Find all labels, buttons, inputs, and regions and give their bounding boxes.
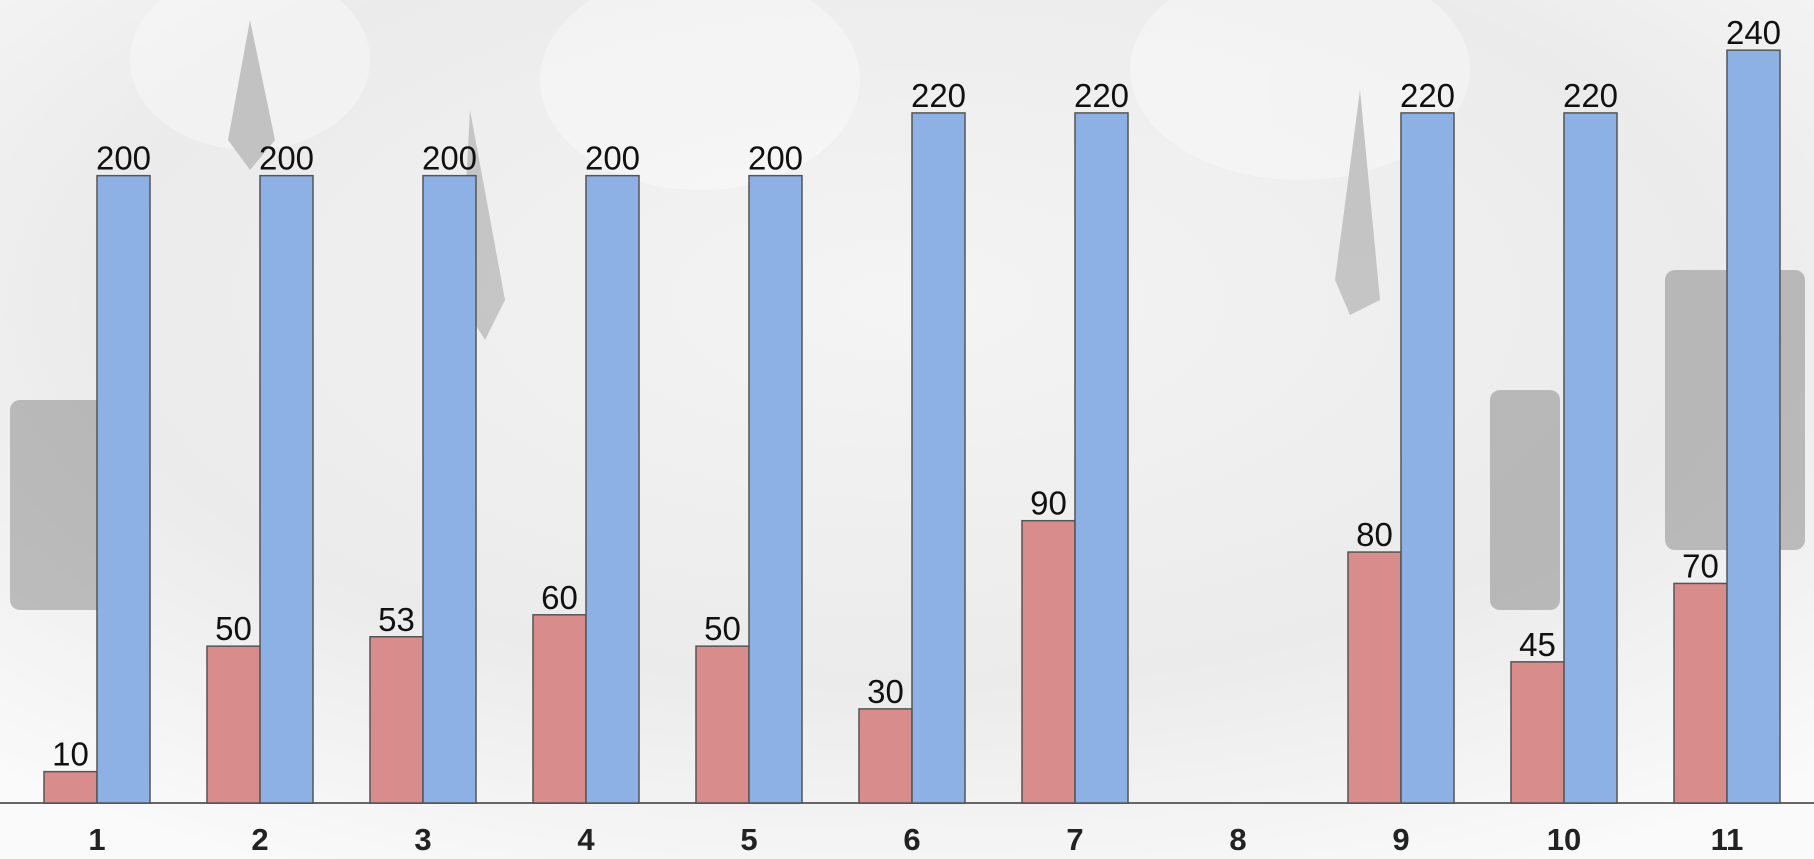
data-label: 200	[748, 140, 803, 177]
bar	[369, 636, 424, 804]
bar	[532, 614, 587, 804]
data-label: 220	[1074, 77, 1129, 114]
data-label: 200	[259, 140, 314, 177]
bar	[1074, 112, 1129, 804]
data-label: 200	[96, 140, 151, 177]
x-tick-label: 7	[1066, 822, 1083, 857]
x-tick-label: 10	[1547, 822, 1581, 857]
data-label: 220	[1400, 77, 1455, 114]
bar	[1510, 661, 1565, 804]
data-label: 200	[422, 140, 477, 177]
bar	[43, 770, 98, 804]
bar	[1726, 49, 1781, 804]
data-label: 90	[1030, 485, 1067, 522]
bar	[1347, 551, 1402, 804]
data-label: 200	[585, 140, 640, 177]
data-label: 50	[215, 610, 252, 647]
x-tick-label: 1	[88, 822, 105, 857]
bar	[748, 174, 803, 804]
x-tick-label: 9	[1392, 822, 1409, 857]
data-label: 80	[1356, 516, 1393, 553]
bar	[422, 174, 477, 804]
x-tick-label: 2	[251, 822, 268, 857]
data-label: 220	[1563, 77, 1618, 114]
x-tick-label: 8	[1229, 822, 1246, 857]
bar	[858, 708, 913, 804]
data-label: 60	[541, 579, 578, 616]
data-label: 53	[378, 601, 415, 638]
bar	[96, 174, 151, 804]
background-figures	[10, 0, 1805, 610]
data-label: 50	[704, 610, 741, 647]
bar	[206, 645, 261, 804]
data-label: 240	[1726, 14, 1781, 51]
data-label: 30	[867, 673, 904, 710]
bar	[1673, 582, 1728, 804]
data-label: 70	[1682, 547, 1719, 584]
x-tick-label: 11	[1711, 822, 1744, 857]
data-label: 220	[911, 77, 966, 114]
x-tick-label: 6	[903, 822, 920, 857]
bar	[259, 174, 314, 804]
bar	[695, 645, 750, 804]
bar	[911, 112, 966, 804]
x-tick-label: 5	[740, 822, 757, 857]
bar	[1563, 112, 1618, 804]
data-label: 10	[52, 736, 89, 773]
x-tick-label: 3	[414, 822, 431, 857]
data-label: 45	[1519, 626, 1556, 663]
bar	[1400, 112, 1455, 804]
x-tick-label: 4	[577, 822, 595, 857]
bar	[1021, 519, 1076, 804]
bar	[585, 174, 640, 804]
